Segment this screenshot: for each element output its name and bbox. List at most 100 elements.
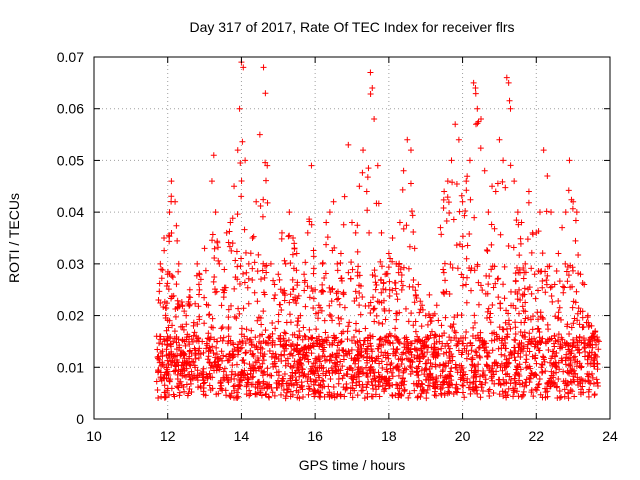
data-point: [585, 323, 592, 330]
data-point: [233, 315, 240, 322]
data-point: [200, 349, 207, 356]
data-point: [511, 336, 518, 343]
data-point: [258, 392, 265, 399]
data-point: [281, 290, 288, 297]
x-tick-labels: 10 12 14 16 18 20 22 24: [86, 428, 618, 444]
data-point: [378, 289, 385, 296]
data-point: [327, 289, 334, 296]
data-point: [226, 357, 233, 364]
data-point: [200, 365, 207, 372]
data-point: [382, 385, 389, 392]
data-point: [279, 380, 286, 387]
data-point: [175, 384, 182, 391]
data-point: [231, 313, 238, 320]
data-point: [315, 354, 322, 361]
data-point: [533, 229, 540, 236]
data-point: [354, 269, 361, 276]
data-point: [553, 363, 559, 370]
data-point: [288, 343, 295, 350]
data-point: [372, 273, 379, 280]
data-point: [156, 288, 163, 295]
data-point: [217, 364, 224, 371]
data-point: [414, 394, 421, 401]
data-point: [520, 275, 527, 282]
data-point: [528, 389, 535, 396]
data-point: [211, 359, 218, 366]
data-point: [479, 287, 486, 294]
data-point: [229, 240, 236, 247]
data-point: [407, 340, 414, 347]
data-point: [188, 368, 195, 375]
data-point: [408, 364, 415, 371]
data-point: [360, 354, 367, 361]
data-point: [176, 380, 183, 387]
data-point: [430, 376, 437, 383]
data-point: [453, 242, 460, 249]
data-point: [351, 387, 358, 394]
data-point: [196, 316, 203, 323]
data-point: [156, 359, 163, 366]
data-point: [543, 277, 550, 284]
data-point: [543, 208, 550, 215]
data-point: [251, 259, 258, 266]
data-point: [164, 317, 171, 324]
data-point: [463, 299, 470, 306]
data-point: [515, 393, 522, 400]
data-point: [329, 285, 336, 292]
data-point: [330, 383, 337, 390]
data-point: [360, 147, 367, 154]
data-point: [536, 209, 543, 216]
data-point: [536, 376, 543, 383]
data-point: [551, 333, 558, 340]
data-point: [539, 278, 546, 285]
data-point: [395, 394, 402, 401]
data-point: [478, 381, 485, 388]
data-point: [238, 255, 245, 262]
data-point: [579, 314, 586, 321]
data-point: [171, 393, 178, 400]
data-point: [323, 241, 330, 248]
data-point: [581, 344, 588, 351]
data-point: [514, 388, 521, 395]
data-point: [449, 179, 456, 186]
data-point: [361, 337, 368, 344]
data-point: [363, 372, 370, 379]
data-point: [243, 326, 250, 333]
data-point: [155, 367, 162, 374]
data-point: [540, 315, 547, 322]
data-point: [337, 250, 344, 257]
data-point: [234, 147, 241, 154]
data-point: [590, 380, 597, 387]
data-point: [225, 338, 232, 345]
data-point: [560, 368, 567, 375]
data-point: [255, 251, 262, 258]
data-point: [515, 221, 522, 228]
data-point: [359, 293, 366, 300]
data-point: [338, 275, 345, 282]
data-point: [415, 337, 422, 344]
data-point: [539, 284, 546, 291]
data-point: [364, 381, 371, 388]
data-point: [181, 372, 188, 379]
data-point: [440, 350, 447, 357]
x-tick-label: 20: [455, 428, 471, 444]
data-point: [172, 367, 179, 374]
data-point: [369, 271, 376, 278]
data-point: [268, 384, 275, 391]
data-point: [461, 212, 468, 219]
data-point: [334, 260, 341, 267]
data-point: [393, 291, 400, 298]
data-point: [297, 384, 304, 391]
data-point: [217, 380, 224, 387]
data-point: [170, 292, 177, 299]
data-point: [230, 353, 237, 360]
data-point: [219, 337, 226, 344]
data-point: [257, 389, 264, 396]
data-point: [306, 345, 313, 352]
data-point: [252, 390, 259, 397]
data-point: [526, 348, 533, 355]
data-point: [581, 353, 588, 360]
data-point: [438, 322, 445, 329]
data-point: [473, 349, 480, 356]
data-point: [483, 361, 490, 368]
